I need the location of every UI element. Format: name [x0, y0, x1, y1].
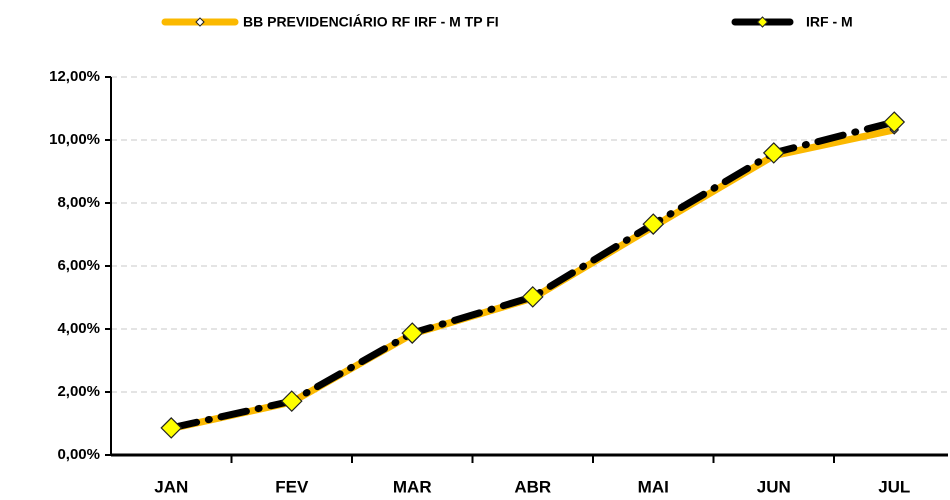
legend-label: BB PREVIDENCIÁRIO RF IRF - M TP FI — [243, 14, 499, 30]
y-tick-label: 4,00% — [57, 320, 100, 337]
marker — [642, 213, 665, 235]
y-tick-label: 2,00% — [57, 383, 100, 400]
x-tick-label: JUN — [757, 477, 791, 496]
marker — [160, 417, 183, 439]
x-tick-label: MAR — [393, 477, 432, 496]
marker — [401, 322, 424, 344]
x-tick-label: MAI — [638, 477, 669, 496]
y-tick-label: 10,00% — [49, 131, 100, 148]
x-tick-label: JAN — [154, 477, 188, 496]
y-tick-label: 0,00% — [57, 446, 100, 463]
x-tick-label: ABR — [514, 477, 551, 496]
marker — [883, 111, 906, 133]
x-tick-label: JUL — [878, 477, 910, 496]
marker — [762, 142, 785, 164]
x-tick-label: FEV — [275, 477, 309, 496]
marker — [521, 286, 544, 308]
y-tick-label: 6,00% — [57, 257, 100, 274]
series-line — [167, 118, 898, 432]
legend-label: IRF - M — [806, 14, 853, 30]
series-line — [167, 126, 898, 433]
legend-marker — [195, 17, 205, 27]
legend-marker — [756, 16, 769, 28]
y-tick-label: 8,00% — [57, 194, 100, 211]
y-tick-label: 12,00% — [49, 68, 100, 85]
marker — [280, 390, 303, 412]
